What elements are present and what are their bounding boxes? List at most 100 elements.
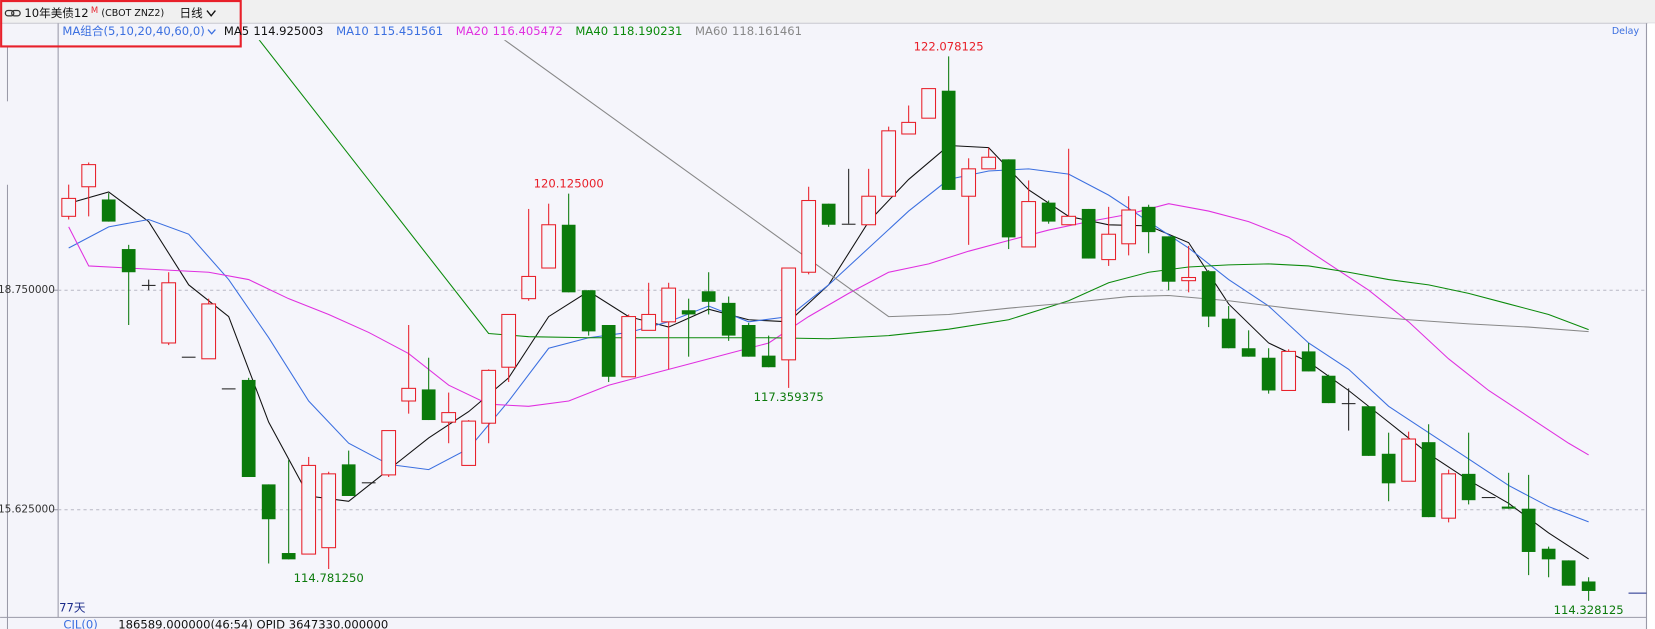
candle-body: [721, 302, 736, 336]
candle-body: [361, 482, 376, 484]
candle-body: [1201, 271, 1216, 317]
y-tick-label: 118.750000: [0, 284, 55, 296]
candle-body: [421, 389, 436, 421]
candle-body: [1001, 159, 1016, 238]
price-annotation: 120.125000: [534, 177, 604, 191]
ma-line: [258, 40, 1589, 340]
y-tick-label: 115.625000: [0, 504, 55, 516]
volume-label[interactable]: CJL(0): [63, 617, 97, 629]
candle-body: [441, 412, 457, 423]
candle-body: [1581, 581, 1596, 591]
legend-name: MA40: [575, 24, 608, 38]
legend-name: MA10: [336, 24, 369, 38]
legend-value: 118.161461: [732, 24, 802, 38]
candle-body: [1021, 201, 1037, 248]
legend-value: 118.190231: [612, 24, 682, 38]
candle-body: [801, 199, 817, 273]
candle-body: [1401, 438, 1417, 482]
candle-body: [521, 275, 537, 300]
ma-line: [503, 40, 1589, 333]
candle-body: [501, 313, 517, 368]
candle-body: [621, 316, 637, 378]
candle-body: [941, 90, 956, 190]
candle-body: [1541, 548, 1556, 560]
instrument-name[interactable]: 10年美债12: [24, 6, 88, 20]
candle-body: [401, 387, 417, 402]
candle-body: [781, 267, 797, 361]
ma-line: [68, 203, 1589, 456]
ma-line: [68, 168, 1589, 523]
instrument-superscript: M: [91, 5, 98, 15]
price-annotation: 117.359375: [754, 390, 824, 404]
candle-body: [481, 369, 497, 424]
candle-body: [581, 290, 596, 332]
candle-body: [861, 195, 877, 226]
candle-body: [841, 223, 856, 225]
candle-body: [181, 356, 196, 358]
link-icon[interactable]: [4, 9, 21, 17]
price-annotation: 122.078125: [914, 39, 984, 53]
candle-body: [341, 464, 356, 496]
candle-body: [381, 430, 397, 476]
highlight-box: [0, 0, 242, 48]
indicator-selector[interactable]: MA组合(5,10,20,40,60,0): [62, 24, 204, 38]
candle-body: [321, 473, 337, 549]
candle-body: [1241, 348, 1256, 357]
legend-name: MA20: [456, 24, 489, 38]
candle-body: [1481, 497, 1496, 499]
candle-body: [1561, 560, 1576, 586]
candle-body: [1081, 208, 1096, 259]
candle-body: [281, 553, 296, 560]
candle-body: [1381, 453, 1396, 484]
candle-body: [641, 313, 657, 331]
candle-body: [601, 324, 616, 377]
candle-body: [821, 203, 836, 225]
price-annotation: 114.328125: [1554, 603, 1624, 617]
candle-body: [1501, 506, 1516, 509]
candle-body: [881, 130, 897, 197]
plot-layer: [61, 40, 1596, 601]
instrument-code: (CBOT ZNZ2): [101, 8, 164, 19]
candle-body: [761, 355, 776, 368]
candle-body: [961, 168, 977, 197]
legend-name: MA60: [695, 24, 728, 38]
candle-body: [161, 282, 177, 344]
candle-body: [121, 249, 136, 273]
side-panel: [1647, 23, 1655, 629]
candle-body: [1441, 473, 1457, 519]
candle-body: [981, 156, 997, 170]
candle-body: [101, 199, 116, 222]
days-label: 77天: [59, 600, 86, 614]
candle-body: [921, 88, 937, 119]
candle-body: [261, 484, 276, 520]
candle-body: [541, 224, 557, 269]
candle-body: [1041, 202, 1056, 222]
candle-body: [901, 121, 917, 135]
period-selector[interactable]: 日线: [180, 6, 204, 20]
toolbar-bg: [0, 0, 1655, 24]
candle-body: [1061, 215, 1077, 226]
candle-body: [661, 287, 677, 323]
candle-body: [61, 197, 77, 217]
candle-body: [561, 224, 576, 293]
indicator-chevron[interactable]: [207, 29, 216, 35]
candle-body: [301, 464, 317, 555]
candle-body: [1161, 236, 1176, 282]
candle-body: [221, 388, 236, 390]
candle-body: [461, 420, 477, 466]
candle-body: [1521, 508, 1536, 552]
candle-body: [1261, 357, 1276, 391]
open-interest: OPID 3647330.000000: [257, 617, 389, 629]
legend-value: 115.451561: [373, 24, 443, 38]
plot-area: [58, 40, 1647, 617]
period-chevron[interactable]: [206, 10, 216, 17]
legend-name: MA5: [224, 24, 249, 38]
candle-body: [1301, 351, 1316, 372]
candle-body: [1281, 350, 1297, 391]
candle-body: [1361, 406, 1376, 456]
candle-body: [201, 303, 217, 360]
candle-body: [1121, 209, 1137, 245]
candle-body: [141, 284, 156, 286]
